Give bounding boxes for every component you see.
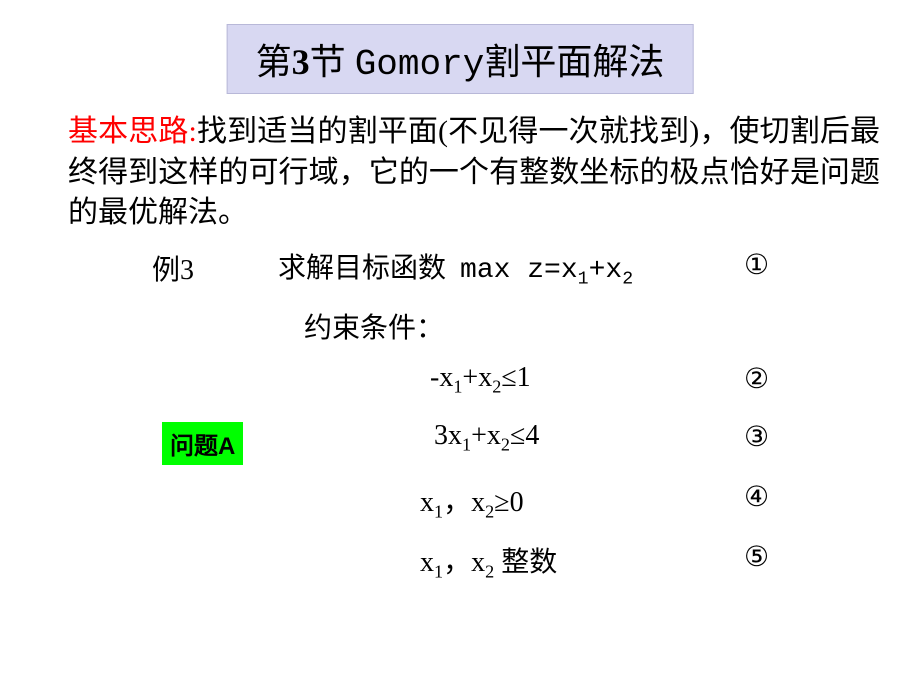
basic-idea-label: 基本思路:	[68, 115, 197, 148]
objective-line: 求解目标函数 max z=x1+x2	[278, 246, 633, 290]
section-title-text: 第3节 Gomory割平面解法	[256, 42, 665, 82]
example-label: 例3	[152, 248, 194, 288]
equation-2: -x1+x2≤1	[430, 362, 531, 398]
section-title: 第3节 Gomory割平面解法	[227, 24, 694, 94]
basic-idea-paragraph: 基本思路:找到适当的割平面(不见得一次就找到)，使切割后最终得到这样的可行域，它…	[68, 112, 880, 234]
objective-formula: max z=x1+x2	[460, 255, 633, 286]
equation-5: x1，x2 整数	[420, 540, 557, 583]
problem-a-badge: 问题A	[162, 422, 243, 465]
constraint-title: 约束条件：	[304, 306, 444, 346]
equation-number-4: ④	[744, 480, 769, 514]
equation-number-2: ②	[744, 362, 769, 396]
objective-label: 目标函数	[334, 253, 446, 284]
equation-3: 3x1+x2≤4	[434, 420, 539, 456]
objective-prefix: 求解	[278, 253, 334, 284]
equation-number-5: ⑤	[744, 540, 769, 574]
equation-number-1: ①	[744, 248, 769, 282]
equation-number-3: ③	[744, 420, 769, 454]
equation-4: x1，x2≥0	[420, 480, 524, 523]
